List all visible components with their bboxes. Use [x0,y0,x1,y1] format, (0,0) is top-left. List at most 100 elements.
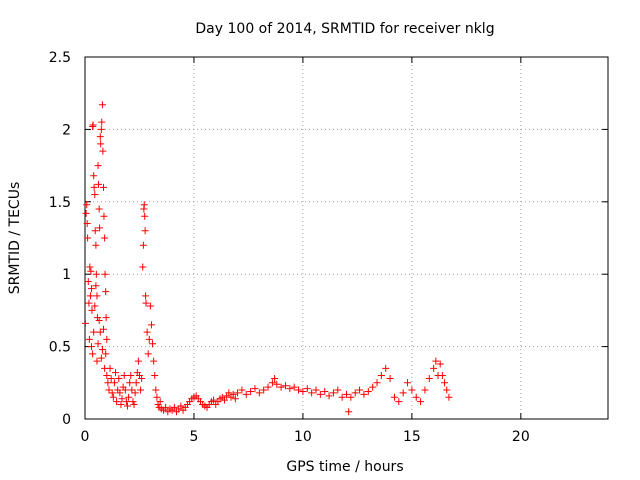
data-point-marker [98,101,106,109]
data-point-marker [138,374,146,382]
data-point-marker [102,288,110,296]
data-point-marker [107,374,115,382]
data-point-marker [242,390,250,398]
data-point-marker [97,354,105,362]
data-point-marker [134,357,142,365]
data-point-marker [408,386,416,394]
data-point-marker [89,121,97,129]
data-point-marker [142,292,150,300]
x-tick-label: 20 [512,429,530,445]
data-point-marker [84,234,92,242]
data-point-marker [356,386,364,394]
data-point-marker [91,302,99,310]
data-point-marker [421,386,429,394]
x-tick-label: 5 [189,429,198,445]
data-point-marker [94,162,102,170]
data-point-marker [108,389,116,397]
data-point-marker [364,387,372,395]
data-point-marker [377,372,385,380]
data-point-marker [88,285,96,293]
data-point-marker [113,398,121,406]
data-point-marker [112,369,120,377]
data-point-marker [141,212,149,220]
data-point-marker [130,401,138,409]
data-point-marker [106,364,114,372]
data-point-marker [443,386,451,394]
data-point-marker [132,379,140,387]
y-tick-label: 0 [62,412,71,428]
data-point-marker [115,374,123,382]
data-point-marker [85,335,93,343]
data-point-marker [234,389,242,397]
data-point-marker [303,385,311,393]
data-point-marker [94,340,102,348]
data-point-marker [97,125,105,133]
data-point-marker [109,393,117,401]
y-tick-label: 0.5 [49,340,71,356]
data-point-marker [425,374,433,382]
data-point-marker [338,393,346,401]
data-point-marker [93,314,101,322]
data-point-marker [255,389,263,397]
axis-tick-labels: 0 5 10 15 20 0 0.5 1 1.5 2 2.5 [49,50,530,445]
data-point-marker [325,392,333,400]
data-point-marker [86,292,94,300]
data-point-marker [144,350,152,358]
data-point-marker [122,398,130,406]
data-point-marker [102,314,110,322]
data-point-marker [102,350,110,358]
data-point-marker [229,390,237,398]
data-point-marker [139,263,147,271]
data-point-marker [98,118,106,126]
data-point-marker [128,386,136,394]
data-point-marker [123,402,131,410]
data-point-marker [386,374,394,382]
data-point-marker [81,319,89,327]
data-point-marker [88,306,96,314]
data-point-marker [343,390,350,398]
data-point-marker [436,360,444,368]
data-point-marker [95,205,103,213]
data-point-marker [290,383,298,391]
data-point-marker [129,398,137,406]
data-point-marker [152,386,160,394]
data-point-marker [95,317,103,325]
data-point-marker [125,393,133,401]
data-point-marker [100,183,108,191]
data-point-marker [116,389,124,397]
data-point-marker [247,387,255,395]
data-point-marker [360,390,368,398]
data-point-marker [96,224,104,232]
data-point-marker [83,201,91,209]
data-point-marker [101,270,109,278]
data-point-marker [92,270,100,278]
data-point-marker [382,364,390,372]
data-point-marker [95,180,103,188]
data-point-marker [93,357,101,365]
data-point-marker [103,372,111,380]
data-point-marker [90,172,98,180]
data-point-marker [100,325,108,333]
data-point-marker [88,343,96,351]
data-point-marker [432,357,440,365]
data-point-marker [264,383,272,391]
y-tick-label: 2 [62,122,71,138]
data-point-marker [91,227,99,235]
data-point-marker [91,191,99,199]
data-point-marker [445,393,453,401]
data-point-marker [369,383,377,391]
data-point-marker [118,395,126,403]
data-point-marker [321,387,329,395]
data-point-marker [151,372,159,380]
data-point-marker [286,385,294,393]
data-point-marker [90,328,98,336]
data-point-marker [98,345,106,353]
data-point-marker [170,403,178,411]
data-point-marker [345,408,353,416]
x-tick-label: 0 [81,429,90,445]
y-tick-label: 1 [62,267,71,283]
data-point-marker [316,390,324,398]
data-point-marker [143,328,151,336]
data-point-marker [90,183,98,191]
